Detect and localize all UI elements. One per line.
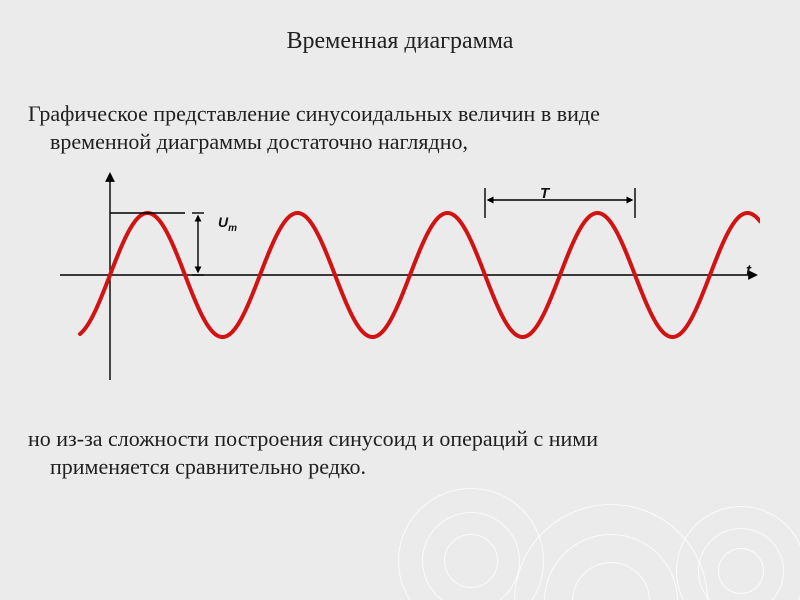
sine-svg <box>60 170 760 380</box>
ripple-circle <box>544 534 678 600</box>
amplitude-label-Um: Um <box>218 214 237 234</box>
intro-line1: Графическое представление синусоидальных… <box>28 101 600 126</box>
page-title: Временная диаграмма <box>0 28 800 55</box>
ripple-circle <box>398 488 544 600</box>
ripple-circle <box>444 534 498 588</box>
sine-diagram: t T Um <box>60 170 760 380</box>
amplitude-label-U: U <box>218 214 228 230</box>
outro-paragraph: но из-за сложности построения синусоид и… <box>28 425 760 480</box>
ripple-circle <box>422 512 520 600</box>
period-label-T: T <box>540 185 549 202</box>
intro-line2: временной диаграммы достаточно наглядно, <box>50 128 760 156</box>
axis-label-t: t <box>746 262 751 279</box>
ripple-circle <box>698 528 784 600</box>
intro-paragraph: Графическое представление синусоидальных… <box>28 100 760 155</box>
ripple-circle <box>718 548 764 594</box>
ripple-circle <box>676 506 800 600</box>
outro-line2: применяется сравнительно редко. <box>50 453 760 481</box>
ripple-circle <box>514 504 708 600</box>
ripple-circle <box>572 562 650 600</box>
outro-line1: но из-за сложности построения синусоид и… <box>28 426 598 451</box>
amplitude-label-m: m <box>228 223 237 234</box>
